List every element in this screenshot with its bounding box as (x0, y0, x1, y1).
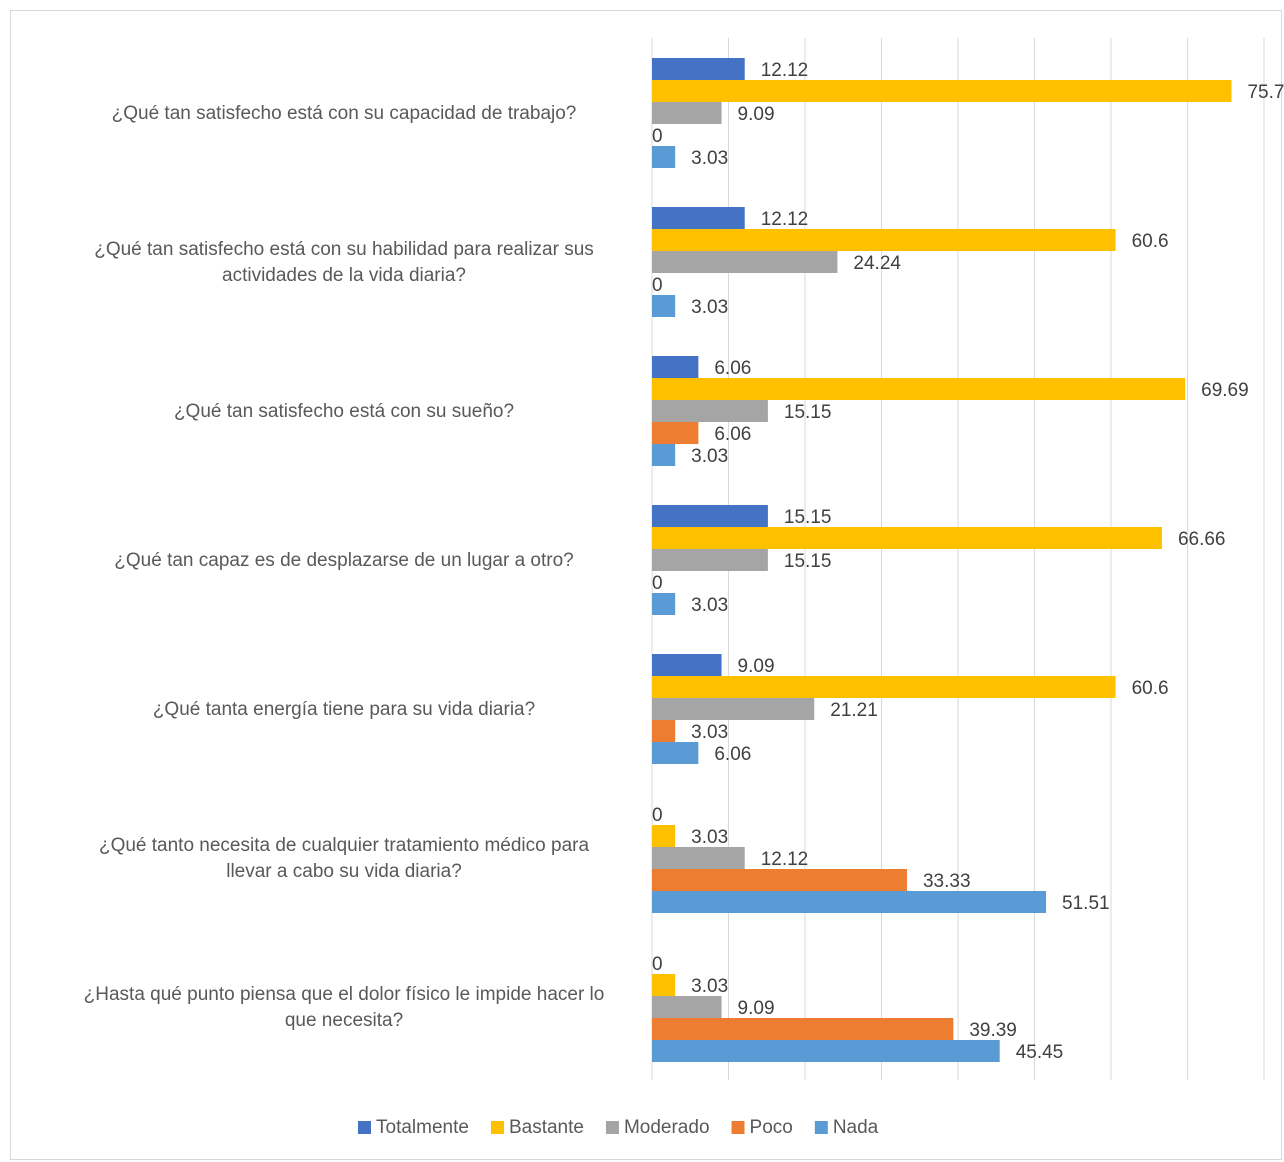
category-label: ¿Qué tan satisfecho está con su capacida… (112, 103, 577, 124)
legend-swatch-nada (814, 1121, 828, 1134)
bar-nada (652, 295, 676, 317)
category-label-line: ¿Qué tan satisfecho está con su sueño? (174, 401, 514, 422)
bar-nada (652, 891, 1047, 913)
bar-poco (652, 720, 676, 742)
data-label: 15.15 (784, 402, 832, 423)
data-label: 66.66 (1178, 529, 1226, 550)
data-label: 15.15 (784, 551, 832, 572)
legend-swatch-moderado (605, 1121, 619, 1134)
bar-totalmente (652, 356, 699, 378)
data-label: 6.06 (714, 424, 751, 445)
data-label: 9.09 (738, 656, 775, 677)
data-label: 6.06 (714, 744, 751, 765)
category-label-line: ¿Qué tan satisfecho está con su habilida… (94, 239, 594, 260)
chart-frame (10, 10, 1282, 1160)
data-label: 3.03 (691, 297, 728, 318)
bar-totalmente (652, 505, 768, 527)
bar-moderado (652, 698, 815, 720)
legend-label-nada: Nada (833, 1117, 879, 1138)
bar-nada (652, 1040, 1000, 1062)
category-label: ¿Hasta qué punto piensa que el dolor fís… (84, 984, 605, 1031)
bar-nada (652, 742, 699, 764)
data-label: 33.33 (923, 871, 971, 892)
data-label: 51.51 (1062, 893, 1110, 914)
bars (652, 58, 1232, 1062)
category-label-line: ¿Hasta qué punto piensa que el dolor fís… (84, 984, 605, 1005)
category-label-line: actividades de la vida diaria? (222, 265, 466, 286)
bar-nada (652, 593, 676, 615)
bar-moderado (652, 847, 745, 869)
category-label: ¿Qué tan satisfecho está con su sueño? (174, 401, 514, 422)
data-label: 3.03 (691, 595, 728, 616)
data-label: 15.15 (784, 507, 832, 528)
data-label: 6.06 (714, 358, 751, 379)
bar-bastante (652, 378, 1186, 400)
data-label: 12.12 (761, 60, 809, 81)
data-label: 3.03 (691, 148, 728, 169)
bar-moderado (652, 996, 722, 1018)
data-label: 60.6 (1132, 231, 1169, 252)
data-label: 12.12 (761, 209, 809, 230)
bar-moderado (652, 549, 768, 571)
category-label-line: ¿Qué tan capaz es de desplazarse de un l… (114, 550, 573, 571)
bar-totalmente (652, 654, 722, 676)
data-label: 45.45 (1016, 1042, 1064, 1063)
category-label-line: que necesita? (285, 1010, 403, 1031)
legend-label-bastante: Bastante (509, 1117, 584, 1138)
legend-swatch-totalmente (358, 1121, 371, 1134)
bar-bastante (652, 229, 1116, 251)
data-label: 3.03 (691, 722, 728, 743)
bar-poco (652, 1018, 954, 1040)
data-label: 9.09 (738, 104, 775, 125)
data-label: 75.75 (1247, 82, 1284, 103)
bar-moderado (652, 400, 768, 422)
category-label-line: llevar a cabo su vida diaria? (226, 861, 462, 882)
data-label: 21.21 (830, 700, 878, 721)
bar-bastante (652, 974, 676, 996)
bar-totalmente (652, 58, 745, 80)
bar-bastante (652, 825, 676, 847)
bar-bastante (652, 676, 1116, 698)
category-label: ¿Qué tanta energía tiene para su vida di… (153, 699, 535, 720)
data-labels: 12.1275.759.0903.0312.1260.624.2403.036.… (652, 60, 1284, 1063)
category-label-line: ¿Qué tanta energía tiene para su vida di… (153, 699, 535, 720)
data-label: 24.24 (853, 253, 901, 274)
bar-nada (652, 444, 676, 466)
bar-totalmente (652, 207, 745, 229)
data-label: 39.39 (969, 1020, 1017, 1041)
category-labels: ¿Qué tan satisfecho está con su capacida… (84, 103, 605, 1031)
data-label: 9.09 (738, 998, 775, 1019)
data-label: 0 (652, 573, 663, 594)
legend-label-moderado: Moderado (624, 1117, 710, 1138)
bar-bastante (652, 527, 1162, 549)
bar-nada (652, 146, 676, 168)
data-label: 3.03 (691, 446, 728, 467)
bar-bastante (652, 80, 1232, 102)
category-label-line: ¿Qué tan satisfecho está con su capacida… (112, 103, 577, 124)
legend-label-totalmente: Totalmente (376, 1117, 469, 1138)
legend-swatch-poco (731, 1121, 745, 1134)
bar-moderado (652, 251, 838, 273)
legend-swatch-bastante (490, 1121, 504, 1134)
legend: Totalmente Bastante Moderado Poco Nada (358, 1117, 879, 1138)
data-label: 3.03 (691, 976, 728, 997)
data-label: 0 (652, 805, 663, 826)
category-label: ¿Qué tan satisfecho está con su habilida… (94, 239, 594, 286)
legend-label-poco: Poco (750, 1117, 793, 1138)
category-label: ¿Qué tan capaz es de desplazarse de un l… (114, 550, 573, 571)
data-label: 60.6 (1132, 678, 1169, 699)
data-label: 0 (652, 954, 663, 975)
data-label: 69.69 (1201, 380, 1249, 401)
category-label-line: ¿Qué tanto necesita de cualquier tratami… (99, 835, 589, 856)
data-label: 0 (652, 275, 663, 296)
data-label: 0 (652, 126, 663, 147)
data-label: 3.03 (691, 827, 728, 848)
data-label: 12.12 (761, 849, 809, 870)
bar-poco (652, 869, 907, 891)
bar-poco (652, 422, 699, 444)
category-label: ¿Qué tanto necesita de cualquier tratami… (99, 835, 589, 882)
bar-moderado (652, 102, 722, 124)
